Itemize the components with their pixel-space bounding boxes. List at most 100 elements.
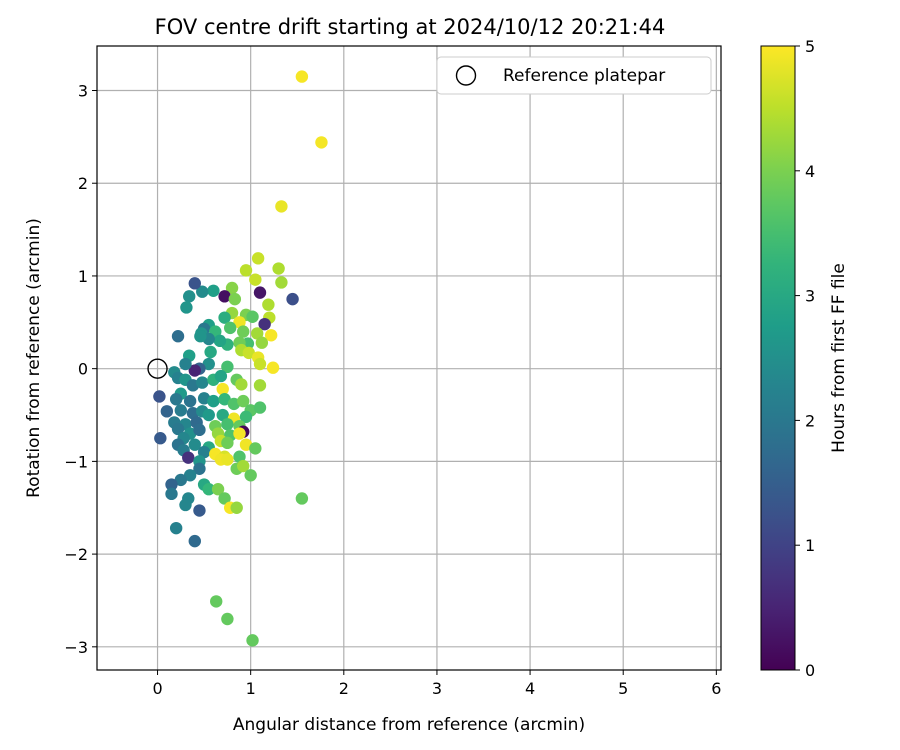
- scatter-point: [237, 325, 250, 338]
- y-axis: −3 −2 −1 0 1 2 3: [64, 82, 97, 657]
- colorbar: 0 1 2 3 4 5 Hours from first FF file: [760, 37, 849, 680]
- scatter-point: [214, 369, 228, 383]
- scatter-point: [188, 277, 201, 290]
- scatter-point: [193, 423, 206, 437]
- scatter-point: [183, 469, 197, 482]
- scatter-point: [202, 357, 215, 371]
- scatter-point: [186, 379, 200, 392]
- scatter-point: [250, 327, 264, 340]
- y-tick-label: −2: [64, 545, 88, 564]
- scatter-point: [251, 252, 265, 265]
- scatter-point: [227, 397, 241, 411]
- y-tick-label: −3: [64, 638, 88, 657]
- scatter-points: [153, 70, 328, 647]
- colorbar-tick-label: 5: [805, 37, 815, 56]
- legend-label: Reference platepar: [503, 66, 665, 86]
- scatter-point: [225, 281, 239, 295]
- scatter-point: [210, 595, 223, 608]
- colorbar-gradient: [760, 45, 796, 671]
- scatter-point: [253, 379, 267, 392]
- y-tick-label: 0: [78, 360, 88, 379]
- scatter-point: [213, 334, 227, 348]
- scatter-point: [258, 317, 271, 331]
- x-axis: 0 1 2 3 4 5 6: [152, 670, 721, 698]
- scatter-point: [253, 401, 267, 414]
- reference-platepar-marker: [147, 358, 168, 379]
- y-tick-label: 1: [78, 267, 88, 286]
- colorbar-tick-label: 0: [805, 661, 815, 680]
- scatter-point: [165, 487, 178, 501]
- scatter-point: [233, 450, 246, 463]
- scatter-point: [188, 438, 201, 451]
- scatter-point: [186, 406, 200, 420]
- x-tick-label: 2: [339, 679, 349, 698]
- scatter-point: [171, 422, 185, 436]
- x-tick-label: 4: [525, 679, 535, 698]
- scatter-point: [239, 410, 253, 424]
- scatter-point: [179, 498, 192, 512]
- scatter-point: [286, 292, 299, 306]
- scatter-point: [169, 393, 183, 406]
- chart-title: FOV centre drift starting at 2024/10/12 …: [155, 15, 666, 39]
- scatter-point: [204, 345, 217, 359]
- scatter-point: [211, 482, 225, 496]
- scatter-point: [253, 357, 267, 371]
- scatter-point: [207, 284, 220, 297]
- scatter-point: [194, 330, 207, 343]
- scatter-point: [262, 298, 275, 311]
- scatter-point: [221, 360, 234, 374]
- x-tick-label: 5: [618, 679, 628, 698]
- legend-reference-marker: [455, 65, 477, 86]
- plot-frame: [96, 45, 722, 671]
- scatter-point: [174, 473, 188, 487]
- y-axis-label: Rotation from reference (arcmin): [24, 218, 44, 498]
- scatter-point: [295, 70, 309, 83]
- legend: Reference platepar: [436, 56, 712, 95]
- scatter-point: [275, 200, 288, 213]
- scatter-point: [230, 501, 243, 514]
- scatter-point: [233, 316, 246, 329]
- scatter-point: [221, 612, 234, 626]
- y-tick-label: 2: [78, 174, 88, 193]
- scatter-point: [255, 336, 269, 349]
- x-tick-label: 6: [711, 679, 721, 698]
- scatter-point: [216, 382, 229, 396]
- scatter-point: [197, 445, 211, 459]
- scatter-point: [239, 438, 253, 451]
- colorbar-ticks: 0 1 2 3 4 5: [795, 37, 815, 680]
- scatter-point: [246, 310, 259, 323]
- scatter-point: [169, 521, 183, 535]
- scatter-point: [202, 482, 215, 496]
- legend-box: [436, 56, 712, 95]
- scatter-point: [180, 301, 193, 314]
- scatter-point: [216, 408, 229, 422]
- x-tick-label: 1: [246, 679, 256, 698]
- scatter-point: [218, 311, 231, 324]
- scatter-point: [223, 321, 237, 335]
- scatter-point: [174, 404, 188, 417]
- scatter-point: [253, 286, 267, 299]
- scatter-point: [249, 442, 262, 455]
- scatter-point: [221, 453, 234, 466]
- x-tick-label: 3: [432, 679, 442, 698]
- scatter-point: [188, 534, 201, 548]
- scatter-point: [237, 459, 250, 473]
- scatter-point: [218, 393, 231, 406]
- scatter-point: [197, 392, 211, 405]
- x-axis-label: Angular distance from reference (arcmin): [233, 715, 585, 735]
- colorbar-tick-label: 4: [805, 162, 815, 181]
- scatter-point: [295, 492, 309, 505]
- scatter-point: [242, 346, 256, 360]
- scatter-point: [237, 394, 250, 408]
- scatter-point: [183, 290, 196, 303]
- scatter-point: [275, 276, 288, 289]
- scatter-point: [246, 634, 259, 647]
- scatter-point: [160, 405, 174, 418]
- scatter-point: [183, 394, 197, 408]
- scatter-point: [193, 462, 206, 475]
- scatter-point: [249, 273, 262, 286]
- scatter-point: [188, 364, 201, 377]
- colorbar-tick-label: 2: [805, 411, 815, 430]
- scatter-point: [218, 492, 231, 505]
